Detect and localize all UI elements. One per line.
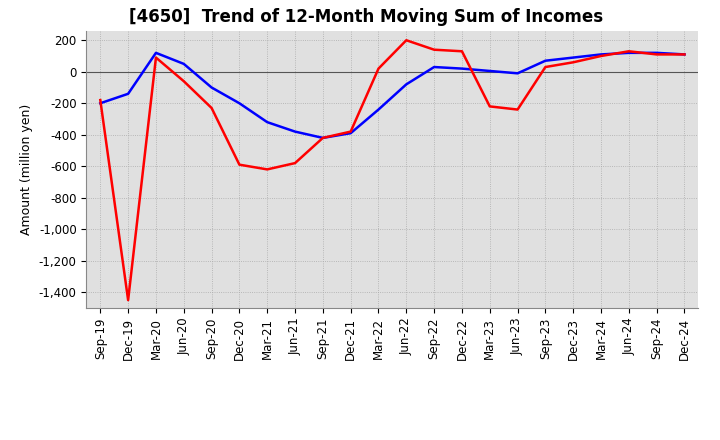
Ordinary Income (652, 50, 661, 55)
Ordinary Income (152, 50, 161, 55)
Net Income (346, 129, 355, 134)
Ordinary Income (179, 61, 188, 66)
Net Income (235, 162, 243, 167)
Net Income (597, 53, 606, 59)
Ordinary Income (96, 101, 104, 106)
Net Income (124, 297, 132, 303)
Ordinary Income (263, 120, 271, 125)
Net Income (402, 37, 410, 43)
Ordinary Income (485, 68, 494, 73)
Line: Net Income: Net Income (100, 40, 685, 300)
Net Income (430, 47, 438, 52)
Net Income (624, 49, 633, 54)
Net Income (652, 52, 661, 57)
Ordinary Income (402, 82, 410, 87)
Net Income (458, 49, 467, 54)
Net Income (569, 60, 577, 65)
Net Income (541, 64, 550, 70)
Net Income (263, 167, 271, 172)
Line: Ordinary Income: Ordinary Income (100, 53, 685, 138)
Net Income (207, 105, 216, 110)
Ordinary Income (124, 91, 132, 96)
Ordinary Income (318, 135, 327, 140)
Net Income (680, 52, 689, 57)
Net Income (179, 79, 188, 84)
Ordinary Income (680, 52, 689, 57)
Ordinary Income (541, 58, 550, 63)
Ordinary Income (374, 107, 383, 112)
Ordinary Income (624, 50, 633, 55)
Ordinary Income (346, 131, 355, 136)
Ordinary Income (430, 64, 438, 70)
Ordinary Income (235, 101, 243, 106)
Net Income (374, 66, 383, 71)
Net Income (318, 135, 327, 140)
Net Income (152, 55, 161, 60)
Net Income (485, 104, 494, 109)
Ordinary Income (597, 52, 606, 57)
Ordinary Income (207, 85, 216, 90)
Net Income (291, 161, 300, 166)
Ordinary Income (569, 55, 577, 60)
Ordinary Income (458, 66, 467, 71)
Ordinary Income (513, 71, 522, 76)
Y-axis label: Amount (million yen): Amount (million yen) (20, 104, 33, 235)
Ordinary Income (291, 129, 300, 134)
Text: [4650]  Trend of 12-Month Moving Sum of Incomes: [4650] Trend of 12-Month Moving Sum of I… (130, 8, 603, 26)
Net Income (513, 107, 522, 112)
Net Income (96, 97, 104, 103)
